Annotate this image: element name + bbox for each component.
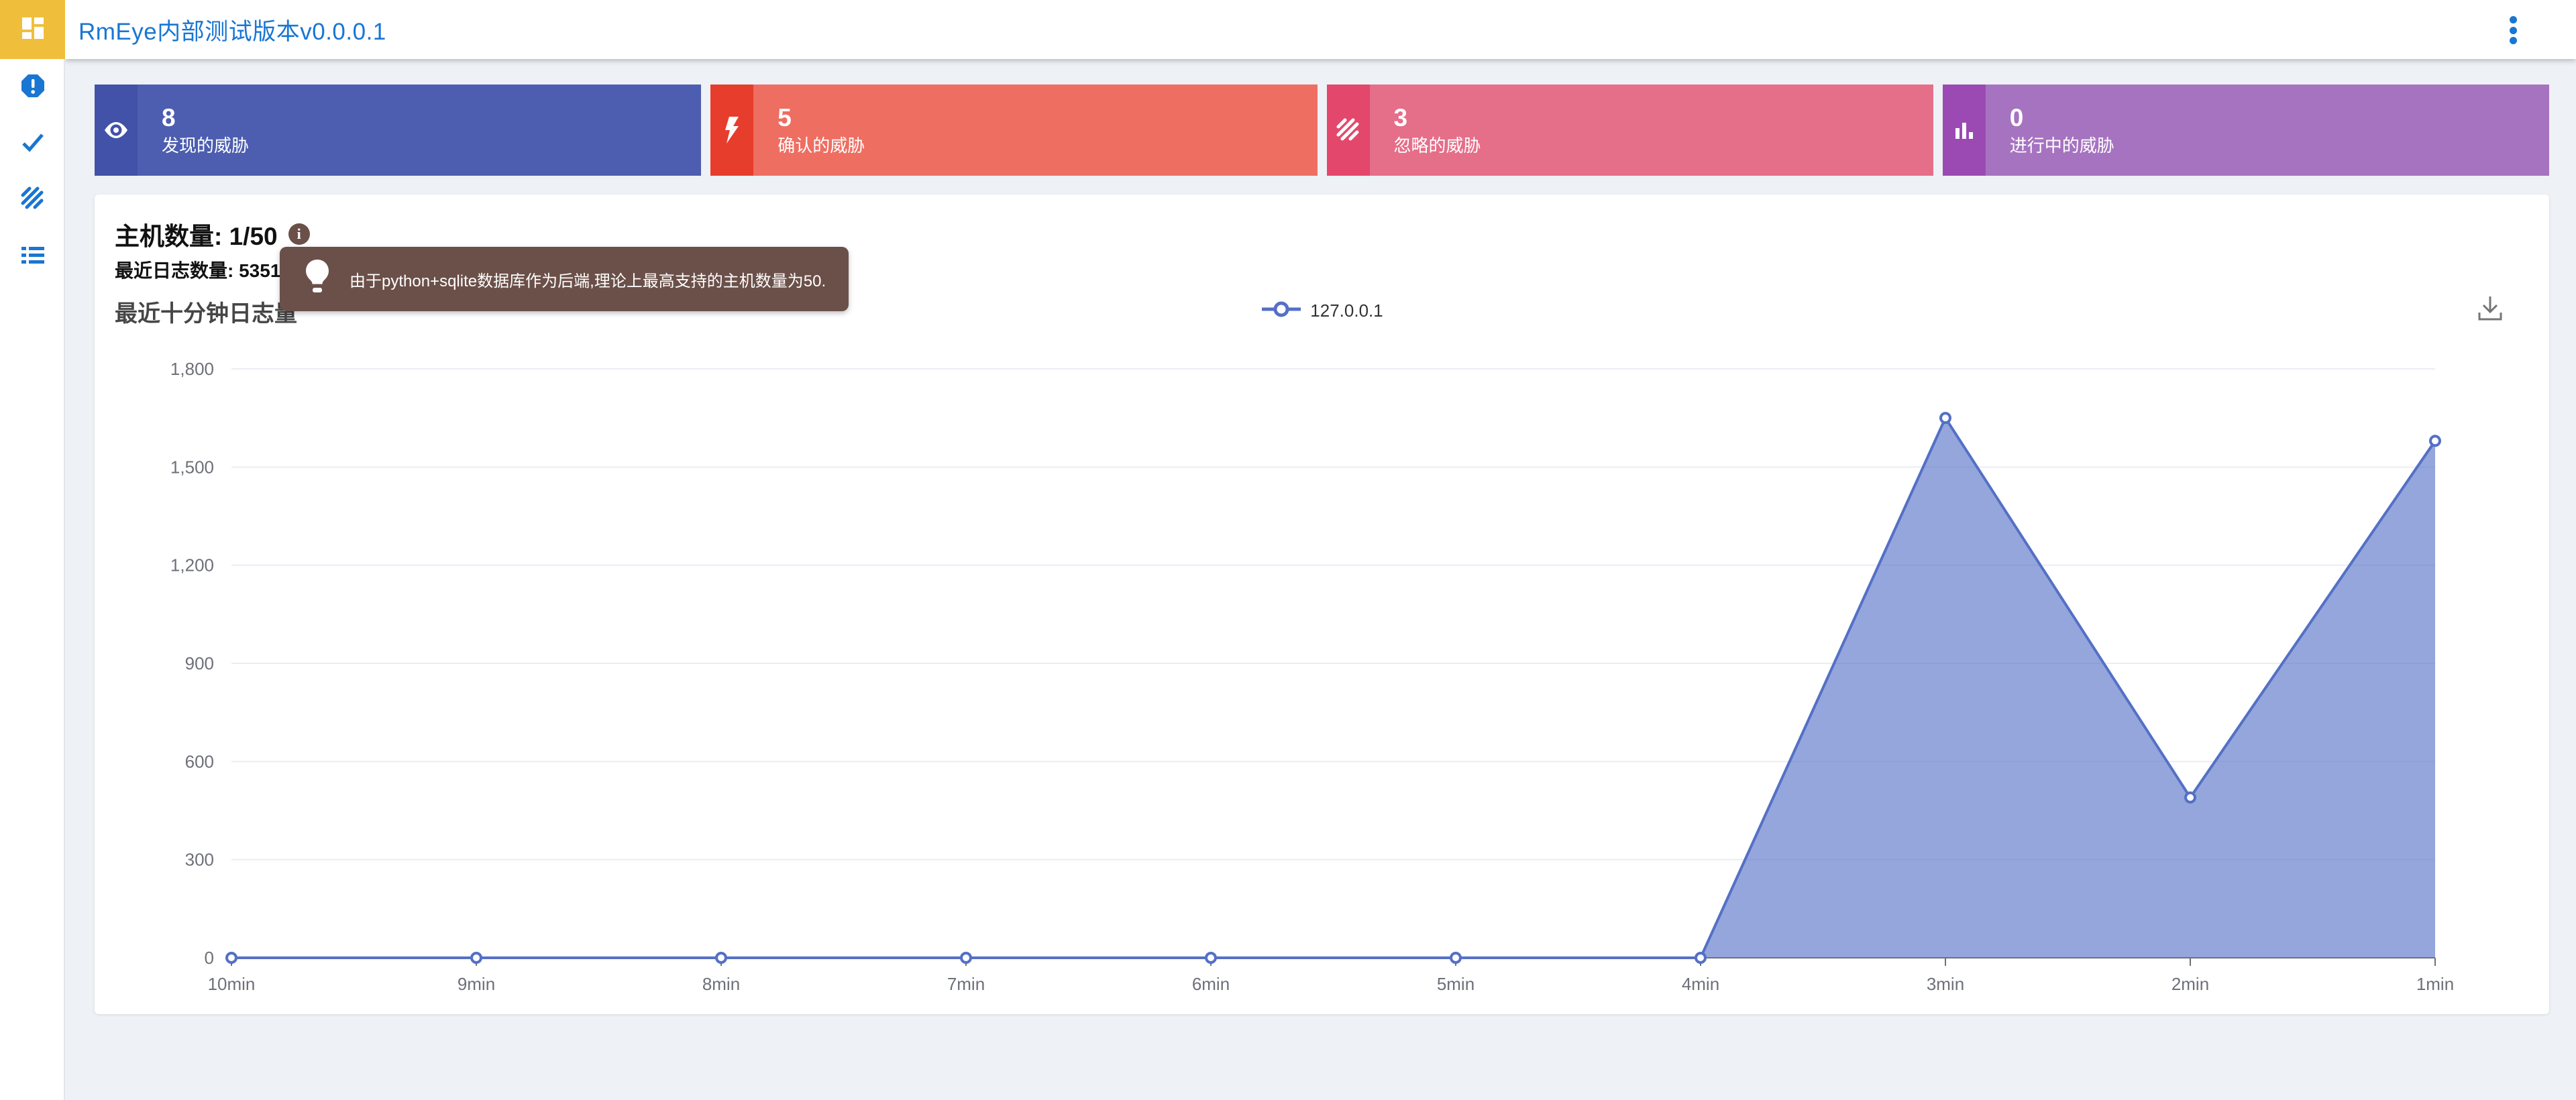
card-label: 确认的威胁 bbox=[777, 135, 865, 156]
card-found-threats[interactable]: 8 发现的威胁 bbox=[95, 85, 702, 176]
svg-text:900: 900 bbox=[185, 653, 214, 673]
svg-text:6min: 6min bbox=[1192, 974, 1230, 994]
host-limit-tooltip: 由于python+sqlite数据库作为后端,理论上最高支持的主机数量为50. bbox=[280, 247, 849, 311]
svg-text:7min: 7min bbox=[947, 974, 985, 994]
card-value: 0 bbox=[2009, 104, 2024, 132]
card-inprogress-threats[interactable]: 0 进行中的威胁 bbox=[1942, 85, 2549, 176]
card-value: 8 bbox=[162, 104, 176, 132]
svg-text:2min: 2min bbox=[2171, 974, 2209, 994]
card-ignored-threats[interactable]: 3 忽略的威胁 bbox=[1326, 85, 1933, 176]
eye-icon bbox=[95, 85, 138, 176]
svg-text:9min: 9min bbox=[458, 974, 495, 994]
lightbulb-icon bbox=[303, 258, 332, 300]
stat-cards-row: 8 发现的威胁 5 确认的威胁 3 bbox=[95, 85, 2549, 176]
svg-text:1,500: 1,500 bbox=[170, 457, 214, 477]
list-icon bbox=[20, 242, 46, 271]
svg-text:1,200: 1,200 bbox=[170, 555, 214, 575]
sidebar-item-confirmed-threats[interactable] bbox=[0, 115, 65, 172]
legend-item-127-0-0-1[interactable]: 127.0.0.1 bbox=[95, 300, 2549, 321]
lightning-icon bbox=[710, 85, 754, 176]
sidebar-item-dashboard[interactable] bbox=[0, 0, 65, 59]
svg-text:3min: 3min bbox=[1927, 974, 1964, 994]
svg-text:10min: 10min bbox=[208, 974, 256, 994]
svg-text:1,800: 1,800 bbox=[170, 359, 214, 379]
stripes-icon bbox=[1326, 85, 1370, 176]
overflow-menu-button[interactable] bbox=[2498, 15, 2528, 46]
app-header: RmEye内部测试版本v0.0.0.1 bbox=[65, 0, 2576, 59]
save-as-image-button[interactable] bbox=[2474, 294, 2506, 326]
chart-title: 最近十分钟日志量 bbox=[115, 301, 297, 327]
svg-text:1min: 1min bbox=[2416, 974, 2454, 994]
svg-text:300: 300 bbox=[185, 850, 214, 870]
host-count-label: 主机数量: 1/50 bbox=[115, 223, 278, 250]
tooltip-text: 由于python+sqlite数据库作为后端,理论上最高支持的主机数量为50. bbox=[350, 272, 826, 290]
svg-text:8min: 8min bbox=[702, 974, 740, 994]
app-title: RmEye内部测试版本v0.0.0.1 bbox=[78, 18, 386, 45]
card-label: 忽略的威胁 bbox=[1393, 135, 1481, 156]
info-icon[interactable]: i bbox=[288, 223, 310, 245]
sidebar-item-ignored-threats[interactable] bbox=[0, 172, 65, 228]
bar-chart-icon bbox=[1942, 85, 1986, 176]
sidebar-item-log-list[interactable] bbox=[0, 228, 65, 284]
svg-text:5min: 5min bbox=[1437, 974, 1474, 994]
card-label: 进行中的威胁 bbox=[2009, 135, 2114, 156]
check-icon bbox=[20, 129, 46, 158]
svg-text:0: 0 bbox=[205, 948, 214, 968]
log-volume-chart[interactable]: 0 300 600 900 1,200 1,500 1,800 10min 9min 8min 7m… bbox=[95, 355, 2549, 1006]
legend-line-marker-icon bbox=[1260, 300, 1302, 321]
card-value: 3 bbox=[1393, 104, 1408, 132]
card-value: 5 bbox=[777, 104, 792, 132]
legend-label: 127.0.0.1 bbox=[1310, 300, 1383, 321]
alert-octagon-icon bbox=[20, 73, 46, 102]
svg-text:4min: 4min bbox=[1682, 974, 1719, 994]
dashboard-panel: 主机数量: 1/50 i 最近日志数量: 5351 由于python+sqlit… bbox=[95, 195, 2549, 1014]
sidebar-item-found-threats[interactable] bbox=[0, 59, 65, 115]
dashboard-grid-icon bbox=[17, 12, 49, 48]
svg-text:600: 600 bbox=[185, 751, 214, 771]
sidebar bbox=[0, 0, 65, 1100]
card-confirmed-threats[interactable]: 5 确认的威胁 bbox=[710, 85, 1318, 176]
download-icon bbox=[2475, 294, 2505, 327]
card-label: 发现的威胁 bbox=[162, 135, 250, 156]
log-count-label: 最近日志数量: 5351 bbox=[115, 260, 281, 281]
hatch-icon bbox=[20, 186, 46, 215]
